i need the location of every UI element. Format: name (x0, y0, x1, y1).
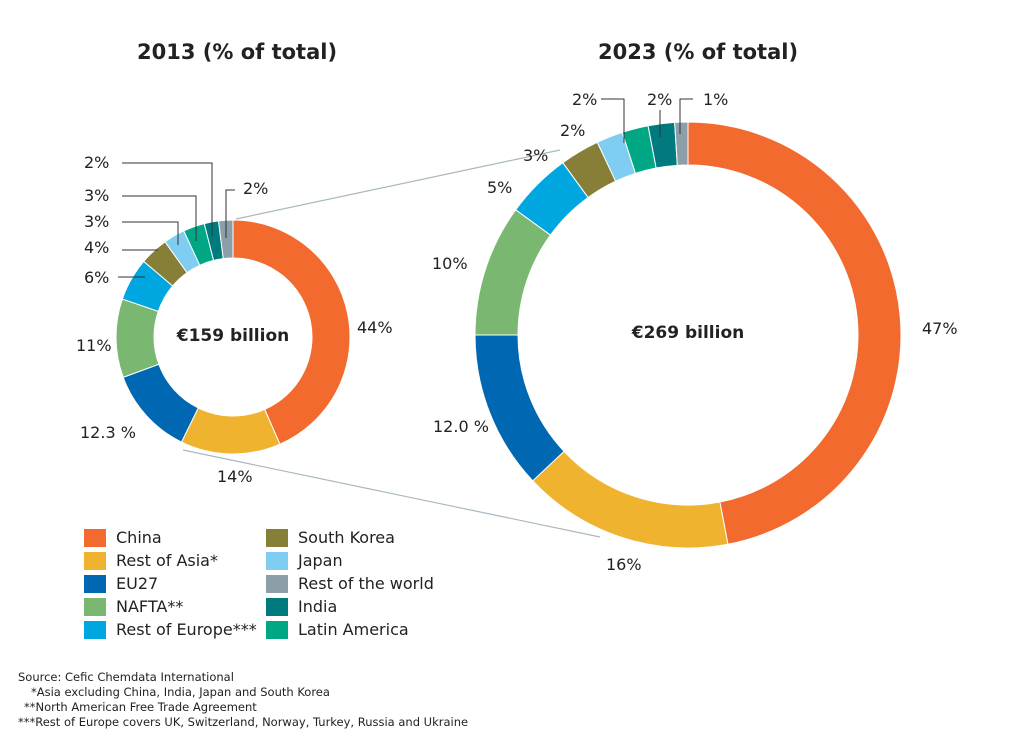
data-label: 1% (703, 90, 729, 109)
legend-label: Rest of the world (298, 574, 434, 593)
legend-item: Latin America (266, 618, 409, 641)
data-label: 2% (243, 179, 269, 198)
legend-swatch (84, 551, 106, 570)
data-label: 16% (606, 555, 642, 574)
legend-swatch (84, 620, 106, 639)
leader-line (601, 98, 625, 143)
legend-item: India (266, 595, 337, 618)
data-label: 12.3 % (80, 423, 136, 442)
legend-swatch (266, 574, 288, 593)
footnote: **North American Free Trade Agreement (24, 700, 257, 714)
legend-item: NAFTA** (84, 595, 183, 618)
data-label: 2% (84, 153, 110, 172)
data-label: 2% (647, 90, 673, 109)
legend-swatch (84, 574, 106, 593)
donut-slice-rest-of-asia (532, 450, 729, 549)
legend-label: India (298, 597, 338, 616)
donut-slice-nafta (115, 298, 160, 378)
legend-swatch (266, 528, 288, 547)
legend-label: Latin America (298, 620, 409, 639)
connector-line (182, 449, 601, 538)
data-label: 4% (84, 238, 110, 257)
data-label: 10% (432, 254, 468, 273)
legend-item: South Korea (266, 526, 395, 549)
donut-slice-rest-of-the-world (674, 121, 689, 166)
legend-label: South Korea (298, 528, 395, 547)
legend-label: NAFTA** (116, 597, 184, 616)
chart-title-2023: 2023 (% of total) (598, 40, 799, 64)
legend-label: Rest of Europe*** (116, 620, 257, 639)
legend-item: China (84, 526, 162, 549)
data-label: 11% (76, 336, 112, 355)
footnotes: Source: Cefic Chemdata International *As… (18, 670, 468, 730)
donut-slice-nafta (474, 209, 552, 336)
donut-slice-china (687, 121, 902, 545)
donut-slice-eu (474, 334, 565, 482)
data-label: 44% (357, 318, 393, 337)
data-label: 3% (523, 146, 549, 165)
legend-item: Rest of Europe*** (84, 618, 257, 641)
legend-label: China (116, 528, 162, 547)
source-note: Source: Cefic Chemdata International (18, 670, 234, 684)
connector-line (235, 149, 561, 220)
data-label: 47% (922, 319, 958, 338)
leader-line (679, 98, 693, 134)
donut-slice-rest-of-asia (180, 407, 281, 455)
legend-swatch (84, 528, 106, 547)
legend-swatch (266, 620, 288, 639)
legend-swatch (266, 551, 288, 570)
data-label: 3% (84, 212, 110, 231)
data-label: 5% (487, 178, 513, 197)
legend-label: Rest of Asia* (116, 551, 218, 570)
data-label: 6% (84, 268, 110, 287)
donut-slice-rest-of-the-world (217, 219, 234, 260)
leader-line (122, 162, 213, 236)
data-label: 12.0 % (433, 417, 489, 436)
footnote: *Asia excluding China, India, Japan and … (31, 685, 330, 699)
footnote: ***Rest of Europe covers UK, Switzerland… (18, 715, 469, 729)
chart-title-2013: 2013 (% of total) (137, 40, 338, 64)
data-label: 14% (217, 467, 253, 486)
legend-swatch (266, 597, 288, 616)
center-label-2013: €159 billion (176, 326, 290, 346)
data-label: 2% (572, 90, 598, 109)
legend-item: Japan (266, 549, 343, 572)
legend-swatch (84, 597, 106, 616)
legend-label: Japan (298, 551, 343, 570)
leader-line (122, 195, 197, 241)
data-label: 2% (560, 121, 586, 140)
data-label: 3% (84, 186, 110, 205)
leader-line (225, 189, 235, 238)
leader-line (122, 221, 179, 245)
legend-label: EU27 (116, 574, 159, 593)
legend-item: Rest of Asia* (84, 549, 218, 572)
donut-slice-china (232, 219, 351, 445)
legend-item: Rest of the world (266, 572, 434, 595)
legend-item: EU27 (84, 572, 158, 595)
center-label-2023: €269 billion (631, 323, 745, 343)
